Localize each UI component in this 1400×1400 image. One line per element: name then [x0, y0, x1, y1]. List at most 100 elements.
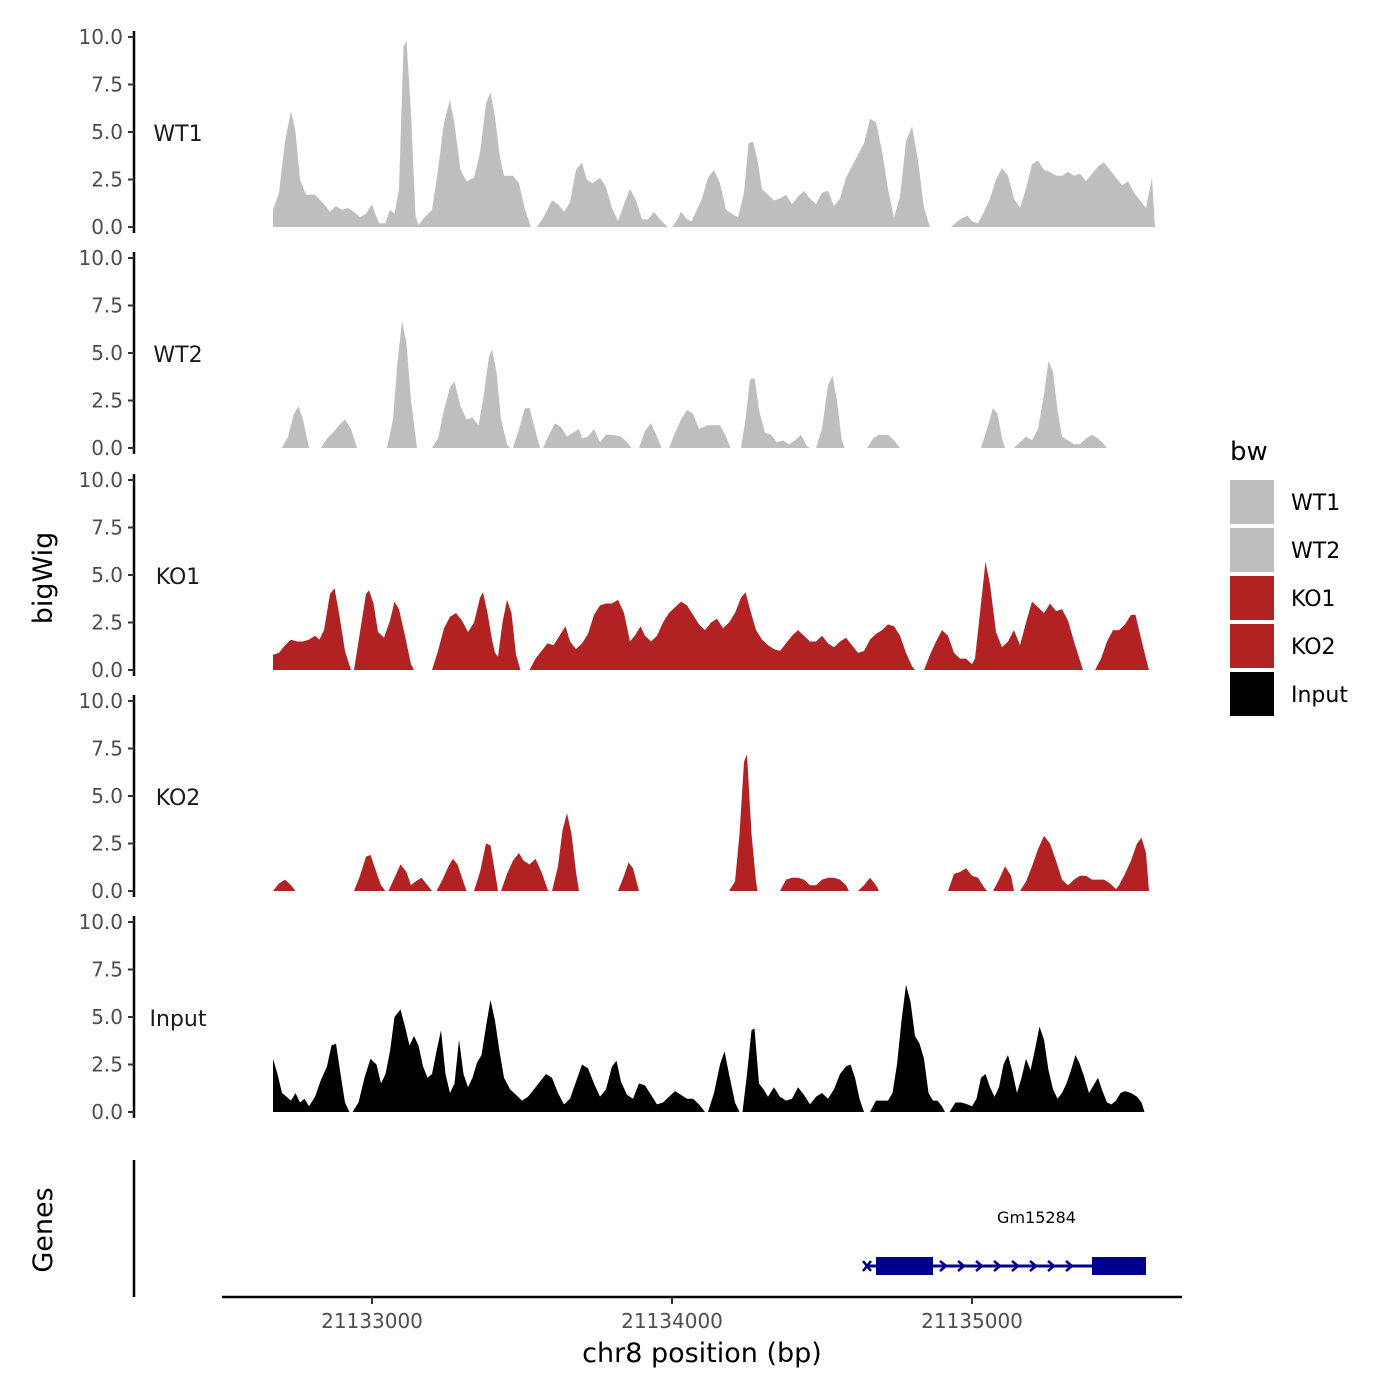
coverage-area [273, 879, 296, 891]
coverage-area [273, 1043, 350, 1112]
y-tick-label: 2.5 [91, 611, 123, 635]
track-label: KO2 [156, 786, 201, 811]
coverage-area [273, 40, 531, 227]
coverage-area [513, 408, 540, 448]
coverage-area [858, 877, 879, 891]
y-tick-label: 0.0 [91, 436, 123, 460]
genes-panel: Gm15284 [132, 1160, 1146, 1297]
x-tick-label: 21133000 [321, 1309, 423, 1333]
coverage-area [436, 858, 467, 891]
coverage-area [993, 866, 1014, 891]
coverage-area [618, 862, 639, 891]
coverage-area [273, 588, 351, 670]
y-tick-label: 5.0 [91, 341, 123, 365]
x-axis: 21133000 21134000 21135000 [222, 1295, 1182, 1333]
track-ko1: 0.0 2.5 5.0 7.5 10.0 KO1 [78, 468, 1149, 682]
coverage-area [708, 1051, 740, 1112]
y-tick-label: 7.5 [91, 294, 123, 318]
strand-arrow [975, 1260, 984, 1272]
coverage-area [354, 854, 386, 891]
legend-key-ko1 [1230, 576, 1274, 620]
coverage-area [951, 160, 1155, 227]
coverage-area [949, 1026, 1145, 1112]
gene-start-mark [862, 1260, 872, 1272]
y-tick-label: 10.0 [78, 246, 123, 270]
y-tick-label: 2.5 [91, 168, 123, 192]
track-wt2: 0.0 2.5 5.0 7.5 10.0 WT2 [78, 246, 1107, 460]
y-tick-label: 5.0 [91, 563, 123, 587]
coverage-area [537, 118, 930, 227]
y-tick-label: 0.0 [91, 1100, 123, 1124]
y-tick-label: 2.5 [91, 832, 123, 856]
strand-arrow [993, 1260, 1002, 1272]
coverage-area [432, 592, 521, 670]
y-tick-label: 7.5 [91, 516, 123, 540]
coverage-area [321, 419, 357, 448]
y-tick-label: 10.0 [78, 910, 123, 934]
legend-label: KO2 [1291, 635, 1336, 660]
legend-title: bw [1230, 437, 1268, 467]
coverage-area [1020, 835, 1149, 891]
y-tick-label: 10.0 [78, 468, 123, 492]
track-wt1: 0.0 2.5 5.0 7.5 10.0 WT1 [78, 25, 1155, 239]
coverage-area [282, 406, 309, 448]
track-ko2: 0.0 2.5 5.0 7.5 10.0 KO2 [78, 689, 1149, 903]
legend-key-input [1230, 672, 1274, 716]
legend-label: Input [1291, 683, 1348, 708]
coverage-area [552, 813, 579, 891]
coverage-area [381, 320, 417, 448]
coverage-area [924, 561, 1083, 670]
coverage-area [741, 377, 810, 448]
coverage-area [432, 349, 510, 448]
coverage-area [352, 999, 705, 1112]
y-tick-label: 5.0 [91, 784, 123, 808]
track-label: Input [150, 1007, 207, 1032]
y-tick-label: 5.0 [91, 1005, 123, 1029]
legend-label: KO1 [1291, 587, 1336, 612]
strand-arrow [957, 1260, 966, 1272]
coverage-area [639, 423, 662, 448]
strand-arrow [939, 1260, 948, 1272]
coverage-area [867, 434, 900, 448]
coverage-area [1014, 360, 1107, 448]
x-tick-label: 21135000 [921, 1309, 1023, 1333]
coverage-area [780, 877, 849, 891]
coverage-area [388, 864, 432, 891]
strand-arrow [1029, 1260, 1038, 1272]
coverage-area [742, 1028, 864, 1112]
y-tick-label: 10.0 [78, 689, 123, 713]
coverage-area [474, 843, 498, 891]
y-tick-label: 0.0 [91, 658, 123, 682]
coverage-area [948, 868, 987, 891]
genes-axis-title: Genes [28, 1187, 59, 1272]
y-tick-label: 0.0 [91, 215, 123, 239]
y-tick-label: 2.5 [91, 1053, 123, 1077]
coverage-area [354, 590, 414, 670]
track-label: WT1 [153, 122, 202, 147]
coverage-area [669, 410, 731, 448]
coverage-area [1095, 614, 1149, 670]
gene-exon [1092, 1257, 1146, 1275]
coverage-area [543, 423, 632, 448]
y-axis-title: bigWig [28, 532, 59, 625]
x-axis-title: chr8 position (bp) [582, 1338, 822, 1369]
coverage-area [529, 592, 915, 670]
legend: bw WT1 WT2 KO1 KO2 Input [1230, 437, 1348, 716]
track-input: 0.0 2.5 5.0 7.5 10.0 Input [78, 910, 1145, 1124]
coverage-area [816, 375, 845, 448]
y-tick-label: 2.5 [91, 389, 123, 413]
track-label: WT2 [153, 343, 202, 368]
coverage-area [870, 984, 945, 1112]
y-tick-label: 7.5 [91, 958, 123, 982]
strand-arrow [1065, 1260, 1074, 1272]
x-tick-label: 21134000 [621, 1309, 723, 1333]
y-tick-label: 10.0 [78, 25, 123, 49]
y-tick-label: 0.0 [91, 879, 123, 903]
legend-label: WT1 [1291, 491, 1340, 516]
legend-key-wt1 [1230, 480, 1274, 524]
gene-label: Gm15284 [997, 1208, 1076, 1227]
coverage-area [729, 754, 758, 891]
coverage-area [501, 853, 549, 891]
y-tick-label: 7.5 [91, 737, 123, 761]
